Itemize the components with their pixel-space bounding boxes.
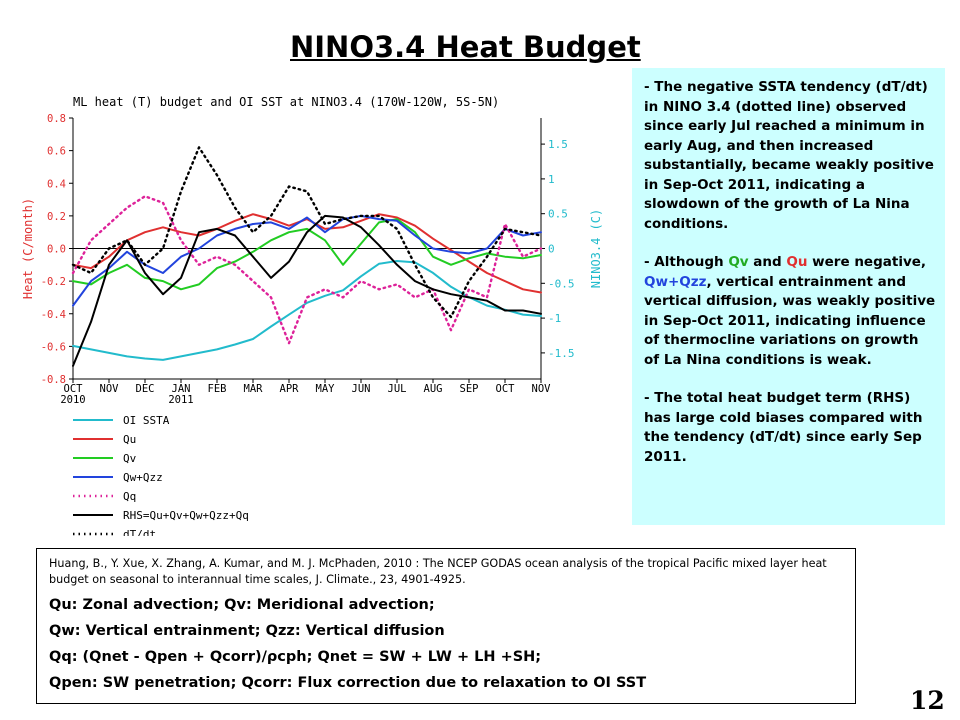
x-year-label: 2011 [168, 394, 193, 406]
left-tick-label: 0.6 [47, 146, 66, 158]
right-tick-label: 1 [548, 173, 555, 186]
x-tick-label: DEC [136, 383, 155, 395]
left-tick-label: 0.4 [47, 178, 66, 190]
x-tick-label: OCT [64, 383, 84, 395]
x-year-label: 2010 [60, 394, 85, 406]
note-text: - Although [644, 254, 729, 270]
heat-budget-chart: ML heat (T) budget and OI SST at NINO3.4… [18, 88, 618, 536]
right-tick-label: -0.5 [548, 277, 575, 290]
legend-label: Qu [123, 433, 136, 446]
note-dtdt-tendency: - The negative SSTA tendency (dT/dt) in … [644, 79, 934, 232]
note-text: , vertical entrainment and vertical diff… [644, 273, 936, 368]
x-tick-label: APR [280, 383, 300, 395]
x-tick-label: JUL [388, 383, 407, 395]
qwqzz-term: Qw+Qzz [644, 273, 707, 290]
chart-title: ML heat (T) budget and OI SST at NINO3.4… [73, 95, 499, 109]
right-tick-label: 1.5 [548, 138, 568, 151]
right-tick-label: 0 [548, 243, 555, 256]
left-tick-label: -0.8 [41, 374, 66, 386]
note-rhs-bias: - The total heat budget term (RHS) has l… [644, 390, 923, 465]
definition-qu-qv: Qu: Zonal advection; Qv: Meridional adve… [49, 597, 435, 613]
x-tick-label: MAR [244, 383, 264, 395]
left-tick-label: 0.8 [47, 113, 66, 125]
legend-label: Qq [123, 490, 136, 503]
page-number: 12 [910, 686, 945, 715]
x-tick-label: AUG [424, 383, 443, 395]
reference-box: Huang, B., Y. Xue, X. Zhang, A. Kumar, a… [36, 548, 856, 704]
x-tick-label: JUN [352, 383, 371, 395]
x-tick-label: JAN [172, 383, 191, 395]
series-line-rhs-qu-qv-qw-qzz-qq [72, 214, 542, 367]
series-line-qq [71, 195, 543, 345]
legend-label: Qw+Qzz [123, 471, 163, 484]
definition-qw-qzz: Qw: Vertical entrainment; Qzz: Vertical … [49, 623, 445, 639]
analysis-notes-box: - The negative SSTA tendency (dT/dt) in … [632, 68, 945, 525]
qv-term: Qv [728, 254, 749, 270]
chart-canvas: ML heat (T) budget and OI SST at NINO3.4… [21, 95, 603, 536]
left-tick-label: 0.2 [47, 211, 66, 223]
right-tick-label: 0.5 [548, 208, 568, 221]
series-line-dt-dt [71, 146, 543, 319]
note-text: were negative, [807, 254, 927, 270]
right-tick-label: -1 [548, 312, 561, 325]
qu-term: Qu [786, 254, 808, 270]
x-tick-label: MAY [316, 383, 336, 395]
legend-label: RHS=Qu+Qv+Qw+Qzz+Qq [123, 509, 249, 522]
x-tick-label: FEB [208, 383, 227, 395]
y-axis-label: Heat (C/month) [21, 198, 35, 299]
right-tick-label: -1.5 [548, 347, 575, 360]
x-tick-label: SEP [460, 383, 479, 395]
y-axis-label-right: NINO3.4 (C) [589, 209, 603, 288]
left-tick-label: -0.4 [41, 309, 66, 321]
left-tick-label: -0.2 [41, 276, 66, 288]
x-tick-label: OCT [496, 383, 516, 395]
left-tick-label: 0.0 [47, 244, 66, 256]
series-line-qw-qzz [72, 214, 542, 307]
legend-label: dT/dt [123, 528, 156, 536]
note-text: and [748, 254, 787, 270]
x-tick-label: NOV [100, 383, 120, 395]
legend-label: Qv [123, 452, 137, 465]
definition-qq-qnet: Qq: (Qnet - Qpen + Qcorr)/ρcph; Qnet = S… [49, 649, 542, 665]
slide-title: NINO3.4 Heat Budget [290, 30, 641, 64]
series-line-qu [72, 213, 542, 294]
legend-label: OI SSTA [123, 414, 170, 427]
definition-qpen-qcorr: Qpen: SW penetration; Qcorr: Flux correc… [49, 675, 647, 691]
citation: Huang, B., Y. Xue, X. Zhang, A. Kumar, a… [49, 557, 827, 586]
left-tick-label: -0.6 [41, 341, 66, 353]
note-vertical-terms: - Although Qv and Qu were negative, Qw+Q… [644, 253, 937, 370]
x-tick-label: NOV [532, 383, 552, 395]
